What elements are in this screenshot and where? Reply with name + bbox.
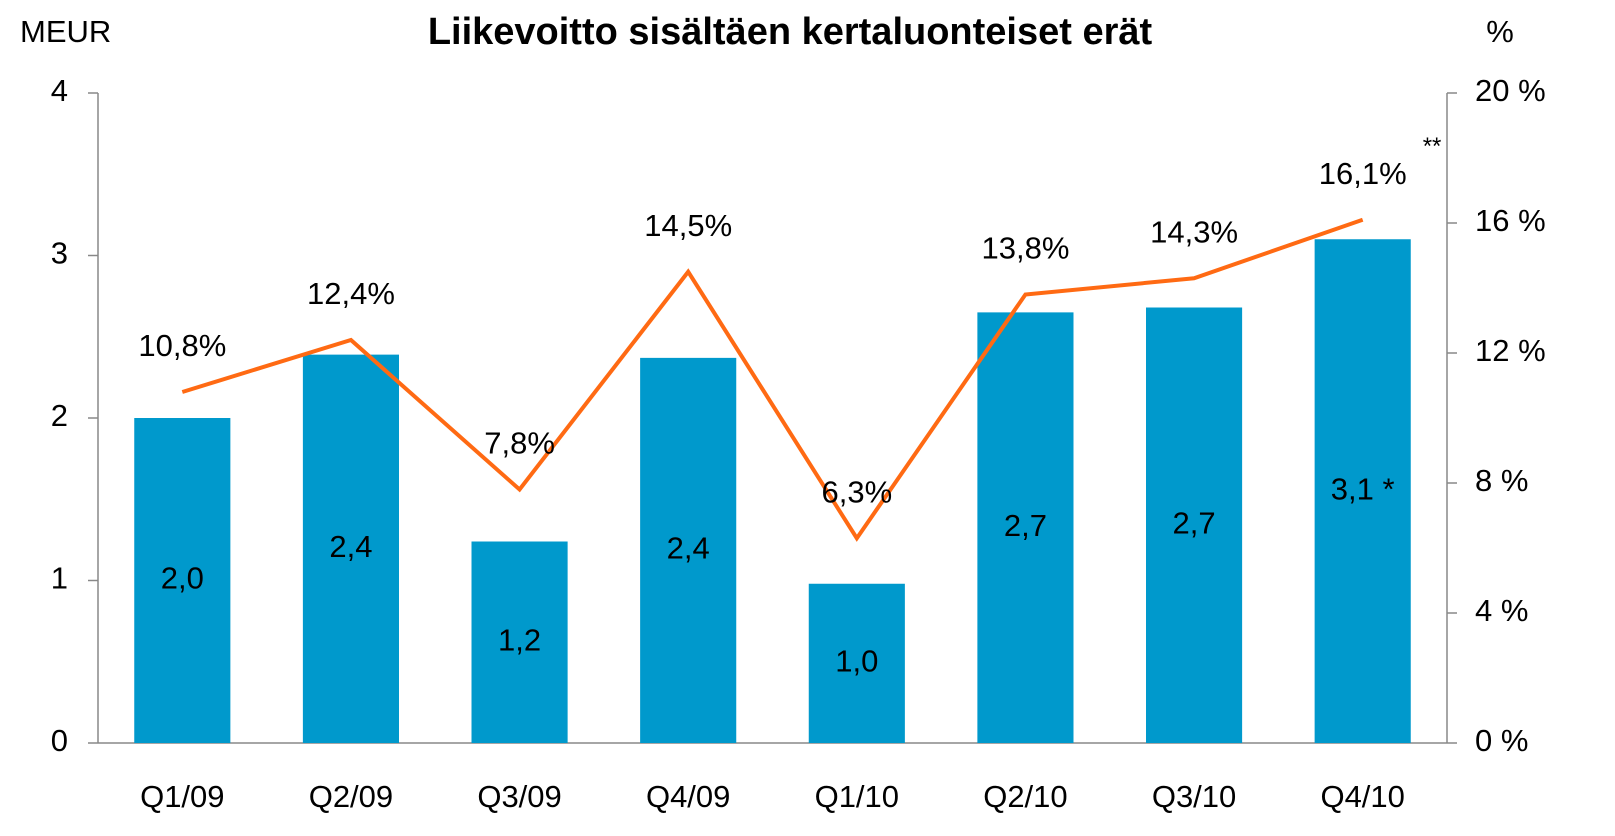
line-value-label: 6,3%	[821, 474, 892, 509]
bar	[1146, 307, 1243, 743]
y2-tick-label: 4 %	[1475, 593, 1528, 628]
x-tick-label: Q2/09	[309, 779, 393, 814]
bar	[302, 354, 399, 743]
line-value-label: 14,5%	[644, 208, 732, 243]
bar	[640, 357, 737, 743]
x-tick-label: Q4/10	[1320, 779, 1404, 814]
x-tick-label: Q2/10	[983, 779, 1067, 814]
bar-value-label: 1,2	[498, 622, 541, 657]
x-tick-label: Q1/09	[140, 779, 224, 814]
bar-value-label: 2,4	[667, 531, 710, 566]
y2-tick-label: 16 %	[1475, 203, 1546, 238]
line-value-label: 16,1%	[1319, 156, 1407, 191]
bar-value-label: 2,7	[1173, 505, 1216, 540]
y2-tick-label: 0 %	[1475, 723, 1528, 758]
line-value-label: 13,8%	[981, 231, 1069, 266]
line-value-label: 14,3%	[1150, 214, 1238, 249]
line-value-label: 12,4%	[307, 276, 395, 311]
bar	[1314, 239, 1411, 743]
bar	[134, 418, 231, 743]
bar	[471, 541, 568, 743]
y2-tick-label: 20 %	[1475, 73, 1546, 108]
y2-tick-label: 12 %	[1475, 333, 1546, 368]
x-tick-label: Q4/09	[646, 779, 730, 814]
y2-tick-label: 8 %	[1475, 463, 1528, 498]
y-axis-label: MEUR	[20, 14, 111, 49]
y-tick-label: 2	[51, 398, 68, 433]
bar-value-label: 1,0	[835, 644, 878, 679]
y-tick-label: 3	[51, 236, 68, 271]
y-tick-label: 0	[51, 723, 68, 758]
x-tick-label: Q3/10	[1152, 779, 1236, 814]
annotation: **	[1423, 133, 1442, 160]
bar-value-label: 2,4	[329, 529, 372, 564]
x-tick-label: Q3/09	[477, 779, 561, 814]
line-value-label: 7,8%	[484, 426, 555, 461]
bar	[977, 312, 1074, 743]
bar-value-label: 2,7	[1004, 508, 1047, 543]
bar-value-label: 3,1 *	[1331, 471, 1395, 506]
y-tick-label: 4	[51, 73, 68, 108]
line-value-label: 10,8%	[138, 328, 226, 363]
chart-title: Liikevoitto sisältäen kertaluonteiset er…	[428, 11, 1153, 53]
bar	[808, 583, 905, 743]
bar-value-label: 2,0	[161, 561, 204, 596]
y2-axis-label: %	[1486, 14, 1514, 49]
x-tick-label: Q1/10	[815, 779, 899, 814]
y-tick-label: 1	[51, 561, 68, 596]
line	[181, 217, 1364, 542]
